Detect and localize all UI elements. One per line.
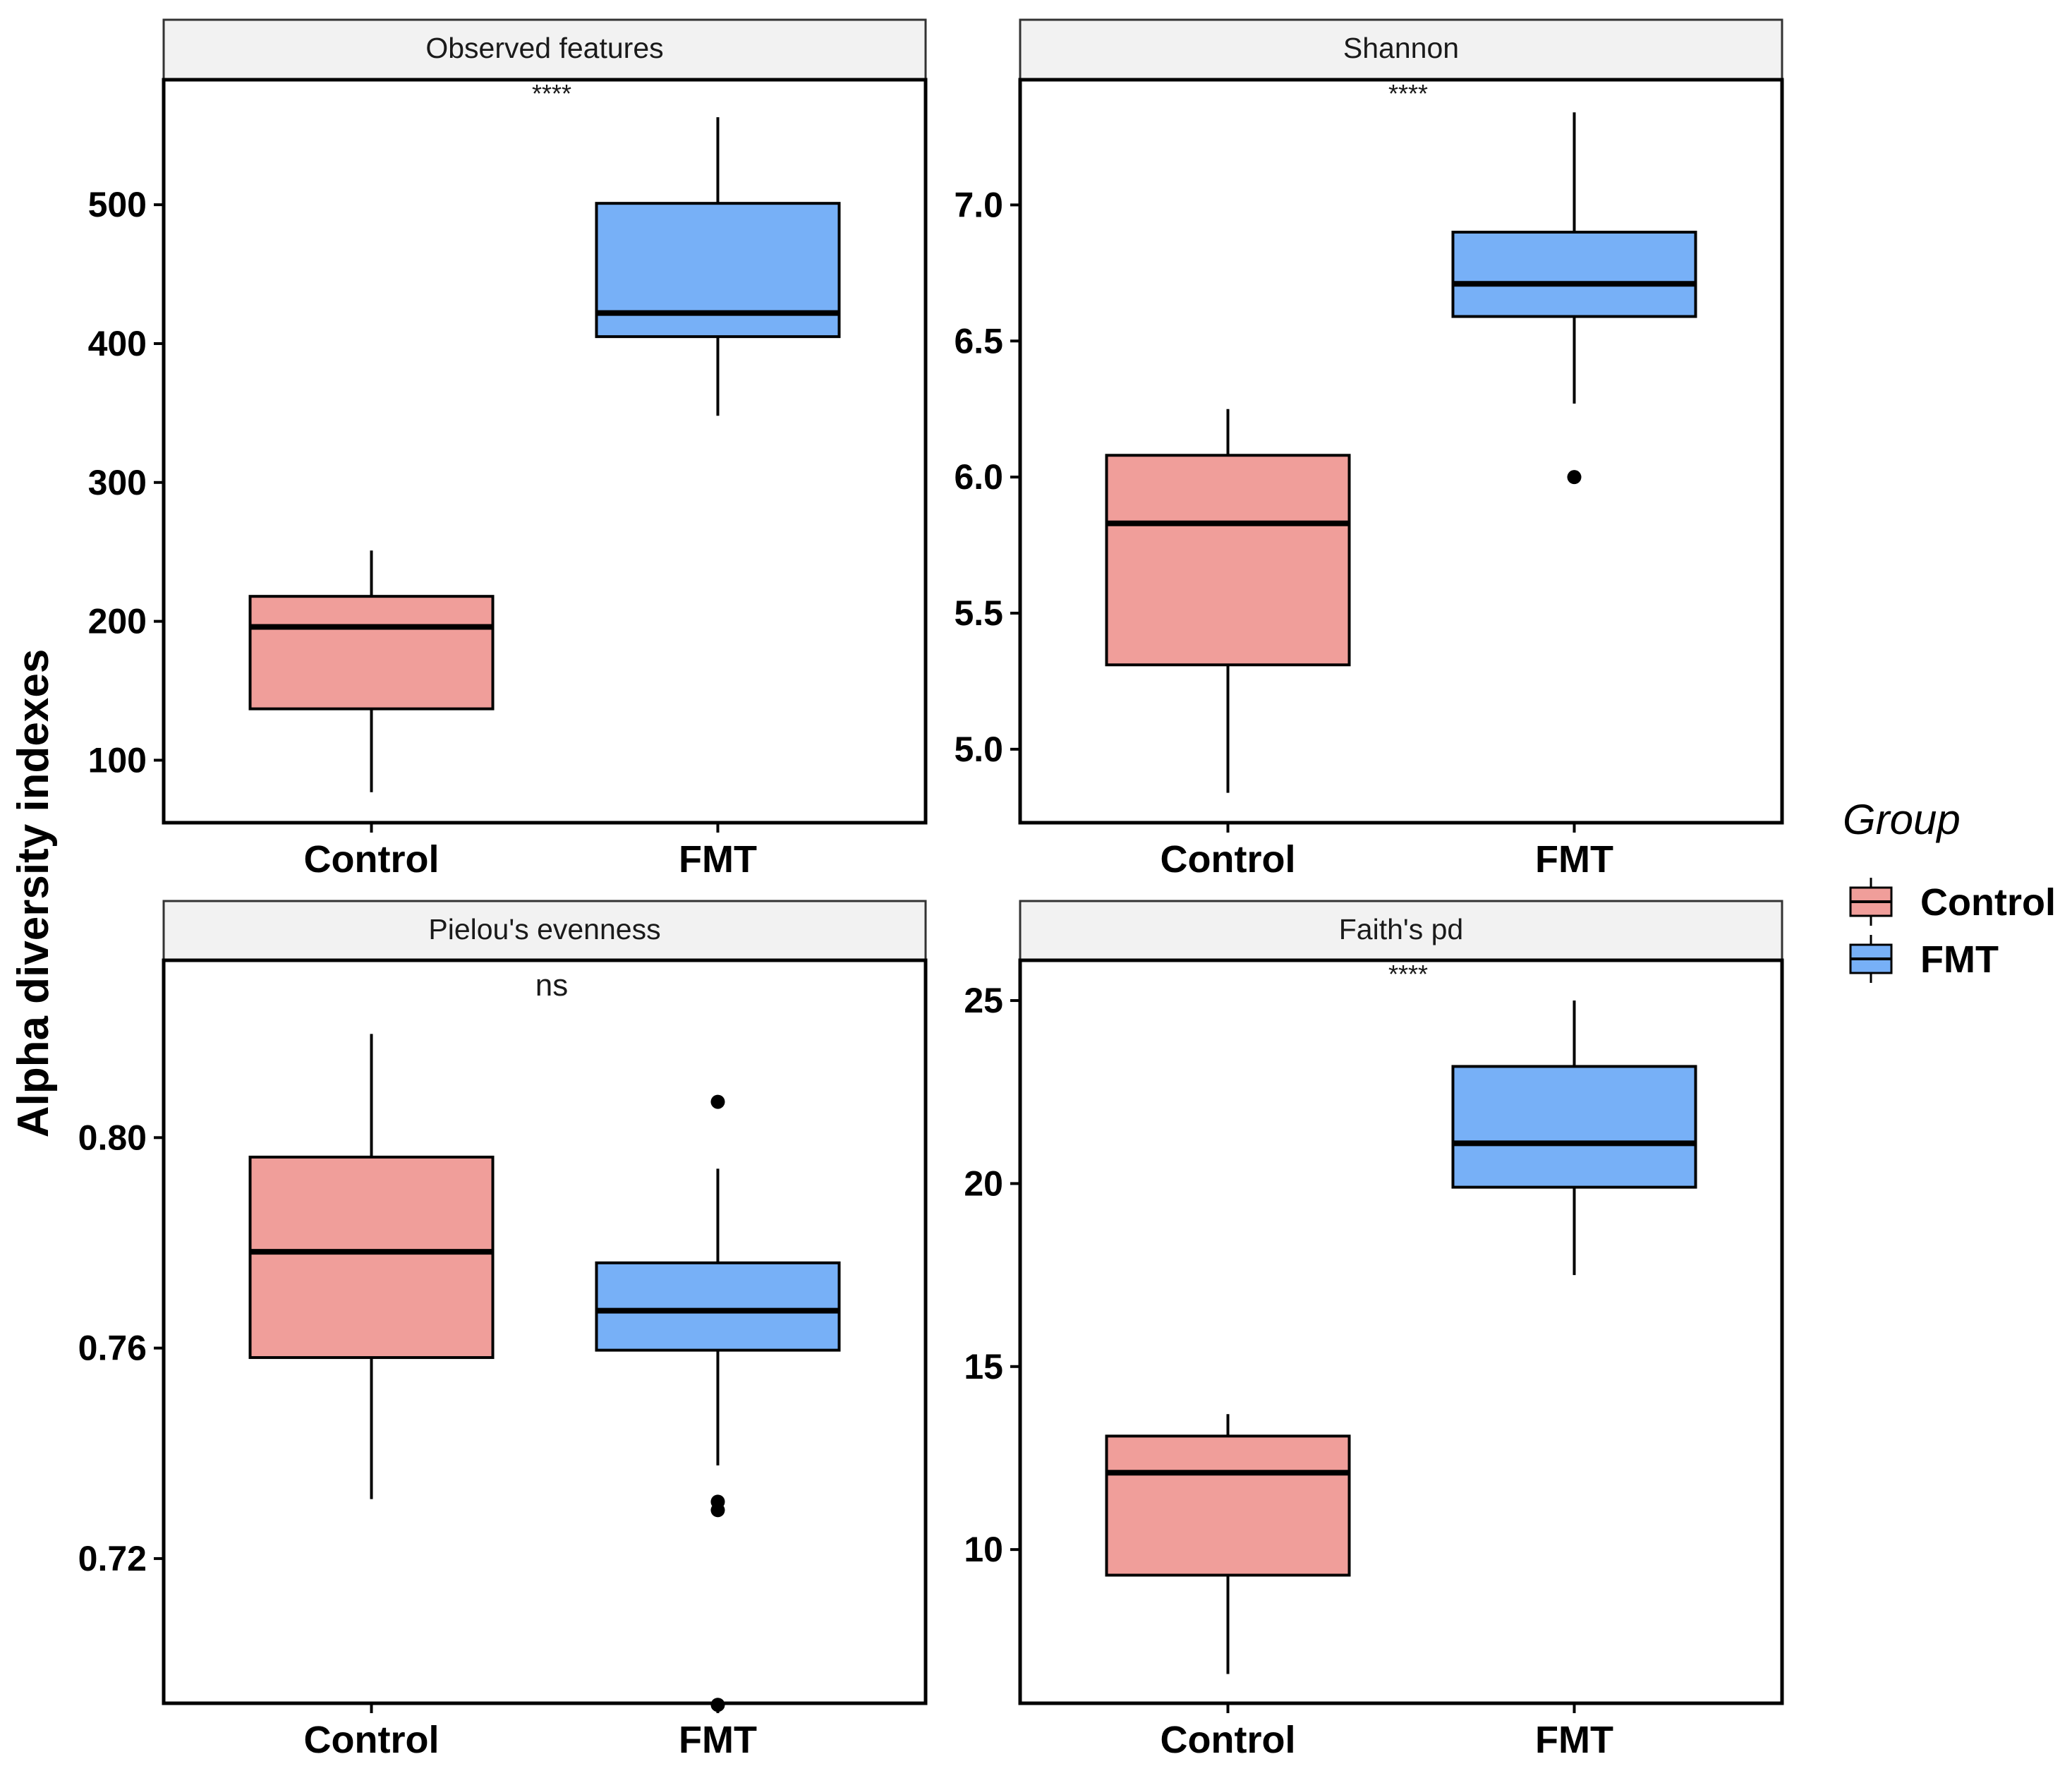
facet-strip — [1019, 900, 1783, 962]
y-tick-label: 0.80 — [78, 1118, 147, 1157]
outlier-point — [710, 1094, 725, 1109]
panel-2: Shannon 5.0 5.5 6.0 6.5 7.0 **** Control FMT — [954, 18, 1784, 881]
legend-item-fmt: FMT — [1849, 935, 1999, 983]
box-iqr — [1451, 231, 1697, 318]
box-fmt — [595, 1094, 841, 1712]
legend-item-control: Control — [1849, 878, 2056, 926]
y-tick-label: 7.0 — [954, 185, 1003, 224]
box-iqr — [595, 202, 841, 339]
facet-strip — [162, 18, 927, 81]
x-tick-label: FMT — [679, 1719, 757, 1761]
significance-label: **** — [1388, 960, 1428, 989]
x-tick-label: Control — [304, 838, 440, 881]
x-tick-label: Control — [304, 1719, 440, 1761]
panel-border — [162, 78, 928, 825]
x-tick-label: Control — [1161, 838, 1296, 881]
legend-label: Control — [1920, 881, 2056, 924]
y-tick-label: 10 — [964, 1530, 1003, 1569]
facet-title: Faith's pd — [1339, 913, 1463, 945]
outlier-point — [1567, 470, 1582, 485]
box-control — [248, 1034, 495, 1499]
y-tick-label: 15 — [964, 1347, 1003, 1386]
box-fmt — [595, 117, 841, 416]
box-fmt — [1451, 112, 1697, 485]
box-iqr — [1105, 454, 1351, 667]
panel-border — [1018, 958, 1784, 1705]
box-control — [248, 550, 495, 792]
panel-1: Observed features 100 200 300 400 500 **** Cont… — [88, 18, 928, 881]
box-control — [1105, 1414, 1351, 1674]
box-iqr — [1451, 1065, 1697, 1189]
x-tick-label: FMT — [1535, 838, 1613, 881]
box-iqr — [248, 595, 495, 711]
y-tick-label: 20 — [964, 1163, 1003, 1203]
panel-border — [162, 958, 928, 1705]
facet-title: Pielou's evenness — [428, 913, 660, 945]
y-tick-label: 6.5 — [954, 321, 1003, 361]
y-tick-label: 25 — [964, 981, 1003, 1020]
facet-title: Shannon — [1343, 32, 1459, 64]
significance-label: **** — [532, 79, 571, 108]
panel-border — [1018, 78, 1784, 825]
y-tick-label: 300 — [88, 463, 147, 502]
y-axis-title: Alpha diversity indexes — [9, 649, 58, 1138]
y-tick-label: 5.5 — [954, 593, 1003, 633]
box-iqr — [1105, 1434, 1351, 1577]
panel-3: Pielou's evenness 0.72 0.76 0.80 ns Control FM… — [78, 900, 928, 1761]
y-tick-label: 0.76 — [78, 1329, 147, 1368]
panel-4: Faith's pd 10 15 20 25 **** Control FMT — [964, 900, 1784, 1761]
legend-items: Control FMT — [1849, 878, 2056, 983]
legend-label: FMT — [1920, 938, 1999, 981]
facet-title: Observed features — [425, 32, 663, 64]
box-fmt — [1451, 1001, 1697, 1276]
x-tick-label: FMT — [679, 838, 757, 881]
x-tick-label: Control — [1161, 1719, 1296, 1761]
facet-panels: Observed features 100 200 300 400 500 **** Cont… — [78, 18, 1784, 1761]
y-tick-label: 200 — [88, 602, 147, 641]
legend-title: Group — [1843, 796, 1961, 843]
significance-label: **** — [1388, 79, 1428, 108]
box-iqr — [595, 1261, 841, 1352]
y-tick-label: 0.72 — [78, 1539, 147, 1578]
box-iqr — [248, 1155, 495, 1360]
y-tick-label: 100 — [88, 740, 147, 780]
y-tick-label: 400 — [88, 324, 147, 363]
legend: Group Control FMT — [1843, 796, 2056, 983]
y-tick-label: 500 — [88, 185, 147, 224]
outlier-point — [710, 1503, 725, 1518]
x-tick-label: FMT — [1535, 1719, 1613, 1761]
significance-label: ns — [535, 968, 568, 1003]
y-tick-label: 5.0 — [954, 730, 1003, 769]
y-tick-label: 6.0 — [954, 457, 1003, 497]
box-control — [1105, 409, 1351, 793]
